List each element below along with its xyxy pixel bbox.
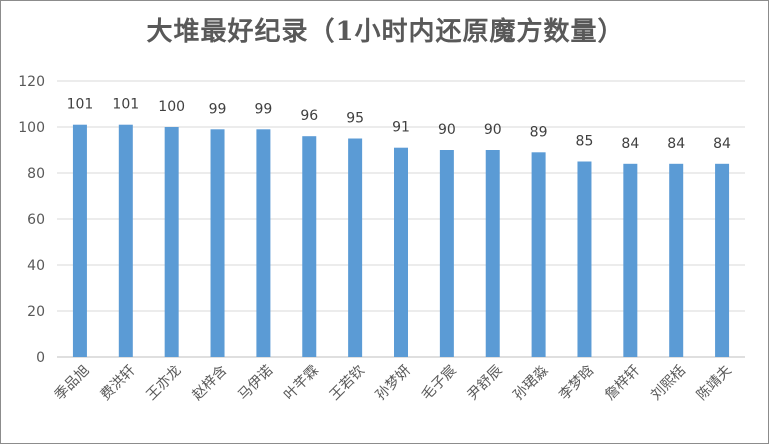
bar bbox=[256, 129, 271, 357]
y-tick-label: 20 bbox=[27, 304, 45, 320]
x-tick-label: 李梦晗 bbox=[556, 362, 598, 404]
data-label: 100 bbox=[158, 99, 185, 115]
data-label: 96 bbox=[300, 108, 318, 124]
bar bbox=[210, 129, 225, 357]
data-label: 101 bbox=[112, 97, 139, 113]
data-label: 84 bbox=[713, 136, 731, 152]
x-tick-label: 尹舒辰 bbox=[465, 363, 506, 404]
y-tick-label: 0 bbox=[36, 350, 45, 366]
x-tick-label: 孙梦妍 bbox=[373, 363, 414, 404]
y-tick-label: 120 bbox=[18, 74, 45, 90]
bar bbox=[485, 150, 500, 357]
y-tick-label: 40 bbox=[27, 258, 45, 274]
data-label: 84 bbox=[621, 136, 639, 152]
data-label: 99 bbox=[209, 101, 227, 117]
bar bbox=[348, 138, 363, 357]
bar bbox=[531, 152, 546, 357]
y-tick-label: 60 bbox=[27, 212, 45, 228]
x-tick-label: 叶芊霖 bbox=[281, 363, 322, 404]
data-label: 90 bbox=[484, 122, 502, 138]
data-label: 90 bbox=[438, 122, 456, 138]
data-label: 101 bbox=[67, 97, 94, 113]
bar bbox=[577, 161, 592, 357]
x-tick-label: 詹梓轩 bbox=[602, 363, 643, 404]
bar bbox=[439, 150, 454, 357]
bar bbox=[669, 163, 684, 357]
x-tick-label: 季品旭 bbox=[52, 363, 93, 404]
bar bbox=[394, 147, 408, 357]
x-tick-label: 毛子宸 bbox=[418, 362, 460, 404]
data-label: 89 bbox=[530, 124, 548, 140]
data-label: 99 bbox=[254, 101, 272, 117]
bar bbox=[302, 136, 317, 357]
data-label: 95 bbox=[346, 111, 364, 127]
y-tick-label: 100 bbox=[18, 120, 45, 136]
y-tick-label: 80 bbox=[27, 166, 45, 182]
x-tick-label: 孙珺淼 bbox=[510, 363, 551, 404]
bar bbox=[715, 163, 730, 357]
x-tick-label: 刘熙栝 bbox=[648, 363, 689, 404]
x-tick-label: 王亦龙 bbox=[143, 363, 184, 404]
x-tick-label: 陈靖夫 bbox=[693, 362, 735, 404]
bar bbox=[118, 124, 133, 357]
x-tick-label: 王若钦 bbox=[327, 363, 368, 404]
data-label: 85 bbox=[576, 134, 594, 150]
bar bbox=[623, 163, 638, 357]
bar bbox=[72, 124, 87, 357]
x-tick-label: 费洪轩 bbox=[98, 363, 139, 404]
chart-title: 大堆最好纪录（1小时内还原魔方数量） bbox=[146, 17, 625, 47]
bar bbox=[164, 127, 179, 357]
x-tick-label: 马伊诺 bbox=[235, 363, 276, 404]
data-label: 84 bbox=[667, 136, 685, 152]
x-tick-label: 赵梓含 bbox=[189, 363, 230, 404]
data-label: 91 bbox=[392, 120, 410, 136]
